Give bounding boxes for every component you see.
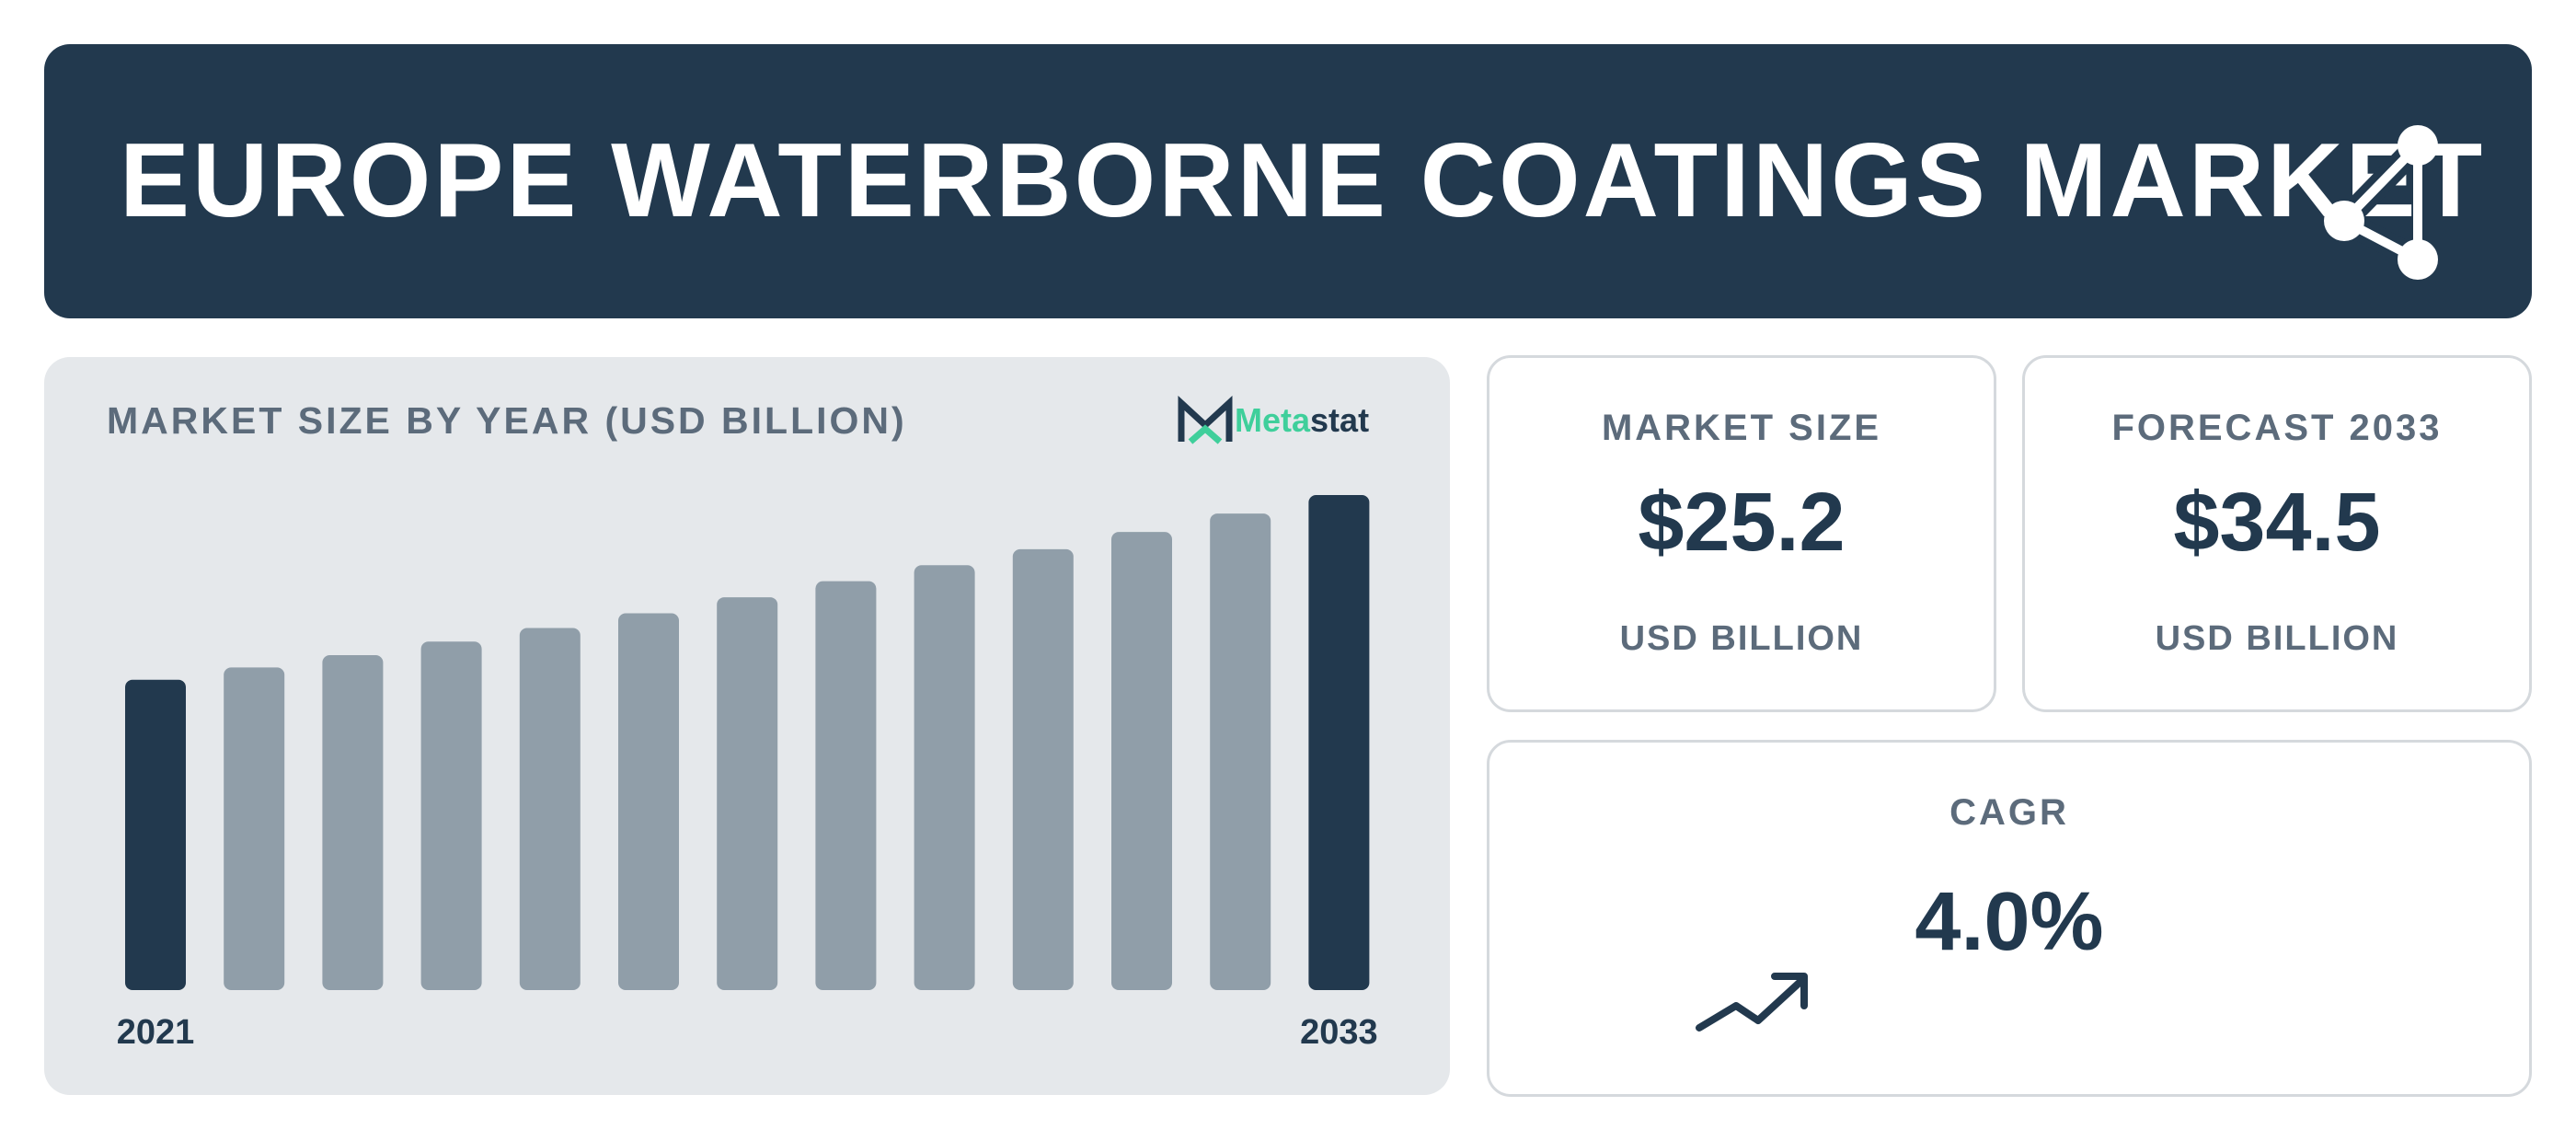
market-size-value: $25.2: [1638, 477, 1846, 569]
bar-2025: [519, 628, 581, 990]
forecast-label: FORECAST 2033: [2111, 408, 2443, 448]
forecast-card: FORECAST 2033 $34.5 USD BILLION: [2022, 355, 2532, 712]
header-banner: EUROPE WATERBORNE COATINGS MARKET: [44, 44, 2532, 318]
bar-2027: [717, 597, 778, 990]
bar-2028: [815, 581, 877, 990]
bar-2024: [420, 641, 482, 990]
market-size-label: MARKET SIZE: [1601, 408, 1882, 448]
bar-2029: [914, 565, 975, 990]
bar-2026: [618, 613, 679, 990]
metastat-logo-icon: [1178, 396, 1233, 444]
forecast-unit: USD BILLION: [2155, 619, 2399, 658]
logo-text-meta: Meta: [1235, 401, 1311, 439]
cagr-value: 4.0%: [1915, 876, 2104, 968]
trend-up-icon: [1696, 973, 1808, 1032]
bar-2032: [1210, 513, 1271, 990]
x-tick-label-2033: 2033: [1300, 1013, 1378, 1052]
bar-chart: 2021 2033: [117, 495, 1378, 1052]
market-size-chart-card: MARKET SIZE BY YEAR (USD BILLION) Metast…: [44, 357, 1450, 1095]
logo-text-stat: stat: [1310, 401, 1370, 439]
metastat-logo: Metastat: [1178, 396, 1408, 447]
forecast-value: $34.5: [2173, 477, 2381, 569]
chart-title: MARKET SIZE BY YEAR (USD BILLION): [107, 399, 907, 442]
x-tick-label-2021: 2021: [117, 1013, 195, 1052]
bar-2022: [224, 667, 285, 990]
bar-2030: [1012, 548, 1074, 990]
share-icon[interactable]: [2307, 118, 2473, 283]
page-title: EUROPE WATERBORNE COATINGS MARKET: [120, 122, 2486, 239]
bar-2023: [322, 654, 384, 990]
bar-2033: [1308, 495, 1370, 990]
bar-2031: [1111, 532, 1172, 990]
cagr-card: CAGR 4.0%: [1487, 740, 2532, 1097]
market-size-unit: USD BILLION: [1619, 619, 1864, 658]
bar-2021: [125, 679, 186, 990]
market-size-card: MARKET SIZE $25.2 USD BILLION: [1487, 355, 1996, 712]
cagr-label: CAGR: [1949, 792, 2069, 833]
